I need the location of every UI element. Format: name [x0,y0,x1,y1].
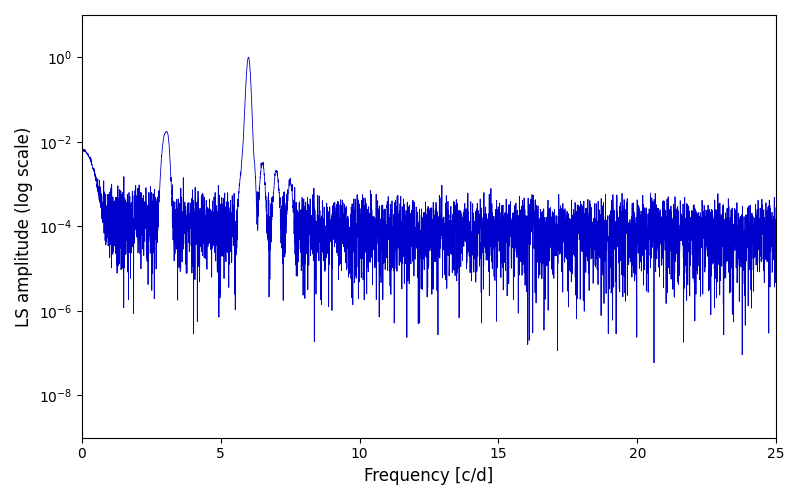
X-axis label: Frequency [c/d]: Frequency [c/d] [364,467,494,485]
Y-axis label: LS amplitude (log scale): LS amplitude (log scale) [15,126,33,326]
